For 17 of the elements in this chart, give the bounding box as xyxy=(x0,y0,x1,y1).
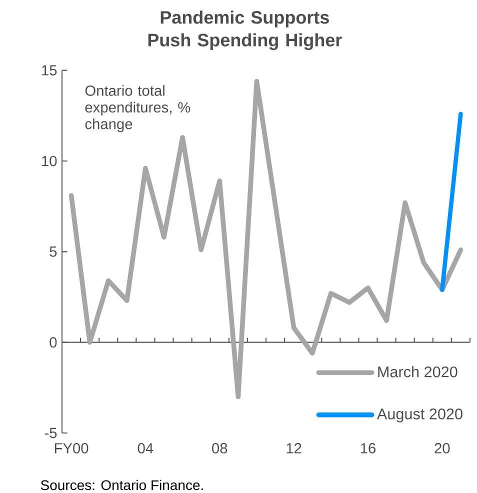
x-tick-label: 20 xyxy=(434,443,450,454)
y-tick-label: -5 xyxy=(44,428,57,438)
x-tick-label: 04 xyxy=(138,443,154,454)
y-tick-label: 10 xyxy=(42,156,57,166)
x-tick-label: 12 xyxy=(286,443,302,454)
line-series xyxy=(68,78,464,400)
x-tick-label: 16 xyxy=(360,443,376,454)
y-tick-label: 5 xyxy=(50,246,57,257)
legend-label: August 2020 xyxy=(376,408,462,422)
x-tick-label: FY00 xyxy=(54,443,88,454)
x-tick-label: 08 xyxy=(212,443,228,454)
legend-label: March 2020 xyxy=(378,366,458,378)
y-tick-label: 15 xyxy=(42,65,57,76)
y-tick-label: 0 xyxy=(50,337,57,348)
chart-title: Pandemic Supports Push Spending Higher xyxy=(148,10,342,50)
source-note: Sources: Ontario Finance. xyxy=(40,480,203,490)
annotation: Ontario total expenditures, % change xyxy=(85,85,190,132)
